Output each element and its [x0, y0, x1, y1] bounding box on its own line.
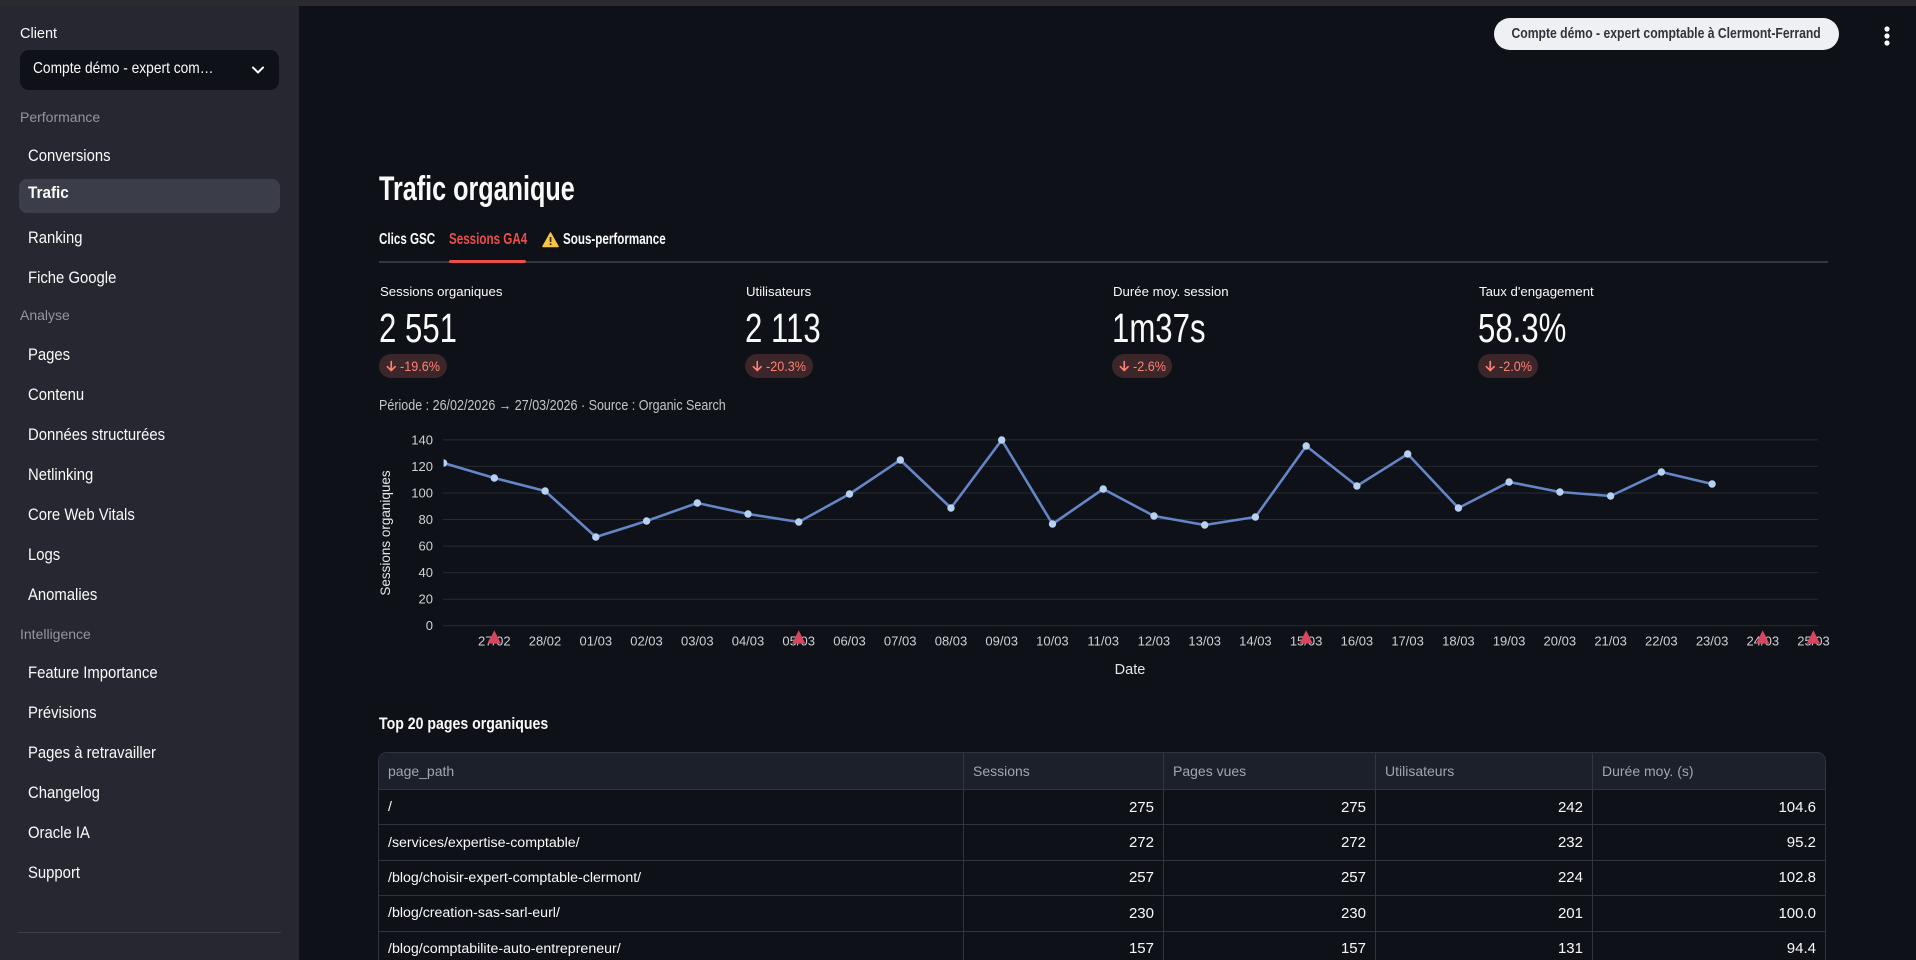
svg-text:20/03: 20/03 [1544, 634, 1577, 649]
svg-text:16/03: 16/03 [1341, 634, 1374, 649]
svg-text:20: 20 [419, 592, 433, 607]
svg-text:0: 0 [426, 618, 433, 633]
svg-text:04/03: 04/03 [732, 634, 765, 649]
svg-text:120: 120 [411, 459, 433, 474]
svg-text:80: 80 [419, 512, 433, 527]
svg-text:13/03: 13/03 [1188, 634, 1221, 649]
svg-text:06/03: 06/03 [833, 634, 866, 649]
svg-text:03/03: 03/03 [681, 634, 714, 649]
svg-text:60: 60 [419, 539, 433, 554]
svg-text:10/03: 10/03 [1036, 634, 1069, 649]
svg-text:12/03: 12/03 [1138, 634, 1171, 649]
svg-text:09/03: 09/03 [985, 634, 1018, 649]
svg-text:18/03: 18/03 [1442, 634, 1475, 649]
svg-text:14/03: 14/03 [1239, 634, 1272, 649]
svg-text:19/03: 19/03 [1493, 634, 1526, 649]
svg-text:02/03: 02/03 [630, 634, 663, 649]
svg-text:Sessions organiques: Sessions organiques [378, 470, 393, 596]
svg-text:01/03: 01/03 [580, 634, 613, 649]
svg-text:21/03: 21/03 [1594, 634, 1627, 649]
svg-text:07/03: 07/03 [884, 634, 917, 649]
svg-text:22/03: 22/03 [1645, 634, 1678, 649]
svg-text:08/03: 08/03 [935, 634, 968, 649]
svg-text:140: 140 [411, 432, 433, 447]
svg-text:28/02: 28/02 [529, 634, 562, 649]
svg-text:11/03: 11/03 [1087, 634, 1119, 649]
svg-text:23/03: 23/03 [1696, 634, 1729, 649]
svg-text:100: 100 [411, 486, 433, 501]
svg-text:40: 40 [419, 565, 433, 580]
svg-text:17/03: 17/03 [1391, 634, 1424, 649]
svg-text:Date: Date [1115, 662, 1146, 678]
